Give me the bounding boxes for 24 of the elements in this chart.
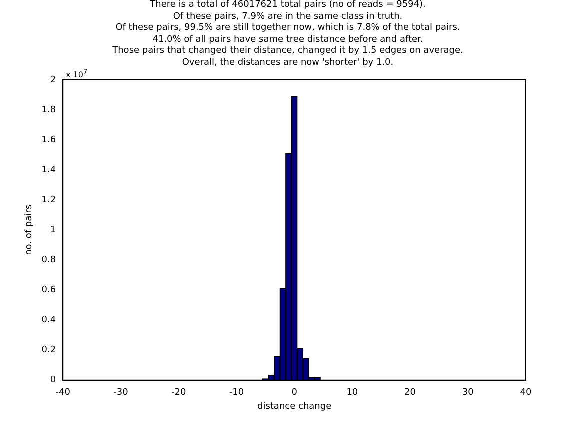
y-tick-label: 0 bbox=[50, 376, 56, 386]
x-tick-label: 40 bbox=[520, 388, 532, 398]
y-tick-label: 1.2 bbox=[42, 196, 56, 206]
x-tick-label: 10 bbox=[346, 388, 358, 398]
y-tick-label: 1.4 bbox=[42, 165, 56, 176]
x-tick-label: 30 bbox=[462, 388, 474, 398]
y-tick-label: 0.8 bbox=[42, 256, 56, 266]
y-tick-label: 0.2 bbox=[42, 346, 56, 356]
y-tick-label: 0.4 bbox=[42, 316, 56, 326]
x-axis-title: distance change bbox=[257, 402, 332, 412]
y-tick-label: 1.8 bbox=[42, 105, 56, 116]
x-tick-label: -40 bbox=[56, 388, 71, 398]
x-tick-label: -30 bbox=[114, 388, 129, 398]
y-tick-label: 1.6 bbox=[42, 135, 56, 146]
y-tick-label: 0.6 bbox=[42, 286, 56, 296]
x-tick-label: 0 bbox=[292, 388, 298, 398]
annotation: x 10$^{7}$ bbox=[66, 68, 88, 80]
x-tick-label: 20 bbox=[404, 388, 416, 398]
y-tick-label: 1 bbox=[50, 226, 56, 236]
x-tick-label: -10 bbox=[229, 388, 244, 398]
y-axis-title: no. of pairs bbox=[24, 204, 35, 256]
y-tick-label: 2 bbox=[50, 75, 56, 86]
chart-title: There is a total of 46017621 total pairs (no of reads = 9594). Of these pairs, 7.9% are in the same class in truth. Of these pairs, 99.5% are still together now, which is 7.8% of the total pairs. 41.0% of all pairs have same tree distance before and after. Those pairs that changed their distance, changed it by 1.5 edges on average. Overall, the distances are now 'shorter' by 1.0. bbox=[112, 0, 464, 69]
x-tick-label: -20 bbox=[171, 388, 186, 398]
